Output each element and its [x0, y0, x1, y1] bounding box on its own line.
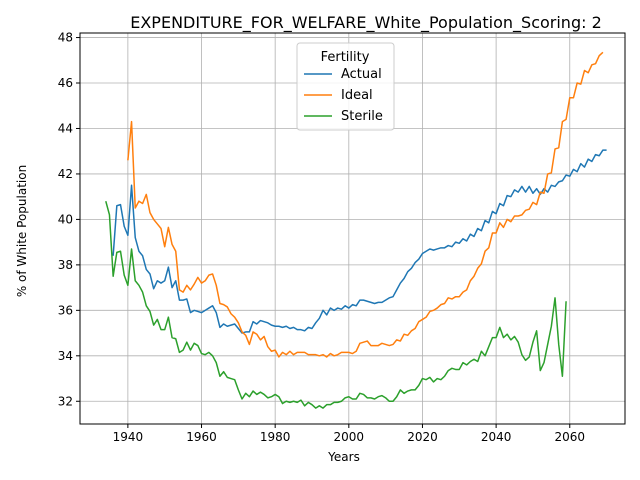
- y-tick-label: 38: [58, 258, 73, 272]
- legend-box: [296, 42, 395, 131]
- x-tick-label: 2000: [334, 430, 365, 444]
- y-tick-label: 46: [58, 76, 73, 90]
- y-tick-label: 34: [58, 349, 73, 363]
- y-tick-label: 44: [58, 121, 73, 135]
- legend-label-actual: Actual: [341, 67, 382, 82]
- y-tick-label: 32: [58, 394, 73, 408]
- legend-title: Fertility: [321, 50, 370, 65]
- y-axis-label: % of White Population: [15, 165, 29, 297]
- y-tick-label: 48: [58, 31, 73, 45]
- x-tick-label: 1980: [260, 430, 291, 444]
- x-tick-label: 2060: [554, 430, 585, 444]
- chart-title: EXPENDITURE_FOR_WELFARE_White_Population…: [130, 13, 602, 33]
- series-line-ideal: [127, 51, 604, 358]
- plot-frame: [79, 32, 626, 425]
- legend: Fertility Actual Ideal Sterile: [296, 42, 395, 131]
- series-lines: [105, 51, 607, 409]
- legend-label-sterile: Sterile: [341, 109, 383, 124]
- y-tick-label: 42: [58, 167, 73, 181]
- x-tick-label: 2020: [407, 430, 438, 444]
- y-tick-label: 36: [58, 303, 73, 317]
- y-tick-label: 40: [58, 212, 73, 226]
- x-axis-label: Years: [327, 450, 360, 464]
- y-axis-ticks: 32 34 36 38 40 42 44 46 48: [58, 31, 80, 408]
- series-line-sterile: [105, 201, 567, 409]
- legend-label-ideal: Ideal: [341, 88, 373, 103]
- series-line-actual: [112, 149, 607, 334]
- x-tick-label: 1960: [186, 430, 217, 444]
- x-axis-ticks: 1940 1960 1980 2000 2020 2040 2060: [113, 424, 585, 444]
- x-tick-label: 2040: [481, 430, 512, 444]
- x-tick-label: 1940: [113, 430, 144, 444]
